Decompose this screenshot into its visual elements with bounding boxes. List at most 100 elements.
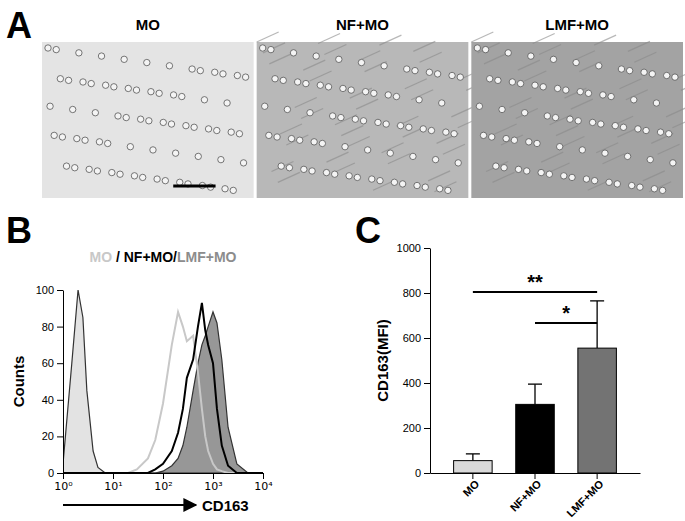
cell <box>528 53 534 59</box>
tick: 20 <box>42 430 63 442</box>
cell <box>585 90 591 96</box>
cell <box>59 134 65 140</box>
fiber <box>681 80 685 90</box>
cell <box>76 50 82 56</box>
tick-mark <box>424 338 430 339</box>
cell <box>546 171 552 177</box>
cell <box>98 53 104 59</box>
cell <box>218 156 224 162</box>
cell <box>117 171 123 177</box>
cell <box>432 156 438 162</box>
fiber <box>533 34 555 44</box>
tick-label: 10² <box>154 480 172 493</box>
cell <box>364 147 370 153</box>
cell <box>666 131 672 137</box>
cell <box>332 171 338 177</box>
cell <box>236 131 242 137</box>
panel-letter: C <box>355 210 381 251</box>
cell <box>561 173 567 179</box>
cell <box>309 168 315 174</box>
axis: 02004006008001000 <box>397 242 431 479</box>
cell <box>92 110 98 116</box>
bar <box>454 461 493 473</box>
error-bar <box>472 454 473 461</box>
cell <box>115 113 121 119</box>
cell <box>501 165 507 171</box>
cell <box>179 93 185 99</box>
fiber <box>594 35 616 45</box>
cell <box>635 126 641 132</box>
cell <box>600 92 606 98</box>
cell <box>45 45 51 51</box>
cell <box>139 174 145 180</box>
fiber <box>278 172 300 182</box>
fiber <box>541 152 563 162</box>
cell <box>342 143 348 149</box>
image-label: NF+MO <box>336 16 389 33</box>
cell <box>422 184 428 190</box>
tick-mark <box>113 473 114 479</box>
fiber <box>280 124 302 134</box>
cell <box>125 85 131 91</box>
image-frame <box>42 42 254 198</box>
subtitle: MO / NF+MO/LMF+MO <box>89 249 236 265</box>
fiber <box>356 99 378 109</box>
cell <box>659 187 665 193</box>
cell <box>589 119 595 125</box>
tick-label: 60 <box>42 357 54 369</box>
cell <box>288 135 294 141</box>
cell <box>150 147 156 153</box>
axis: 10⁰10¹10²10³10⁴ <box>54 473 273 493</box>
fiber <box>295 98 317 108</box>
cell <box>362 88 368 94</box>
fiber <box>643 171 665 181</box>
fiber <box>524 71 546 81</box>
error-cap <box>466 453 480 454</box>
cell <box>626 67 632 73</box>
cell <box>104 140 110 146</box>
cell <box>629 182 635 188</box>
fiber <box>451 107 473 117</box>
tick-mark <box>57 473 63 474</box>
tick: 600 <box>403 332 430 344</box>
error-bar <box>534 384 535 404</box>
cell <box>294 79 300 85</box>
tick: 1000 <box>397 242 430 254</box>
micrograph <box>42 42 254 198</box>
cell <box>573 59 579 65</box>
cell <box>170 92 176 98</box>
cell <box>596 63 602 69</box>
fiber <box>303 60 325 70</box>
cell <box>166 63 172 69</box>
tick-label: 0 <box>415 467 421 479</box>
cell <box>301 166 307 172</box>
cell <box>457 74 463 80</box>
fiber <box>556 126 578 136</box>
cell <box>416 97 422 103</box>
tick: LMF+MO <box>564 473 606 519</box>
tick: 80 <box>42 321 63 333</box>
fiber <box>263 43 285 53</box>
cell <box>569 174 575 180</box>
tick: 400 <box>403 377 430 389</box>
cell <box>375 119 381 125</box>
cell <box>197 67 203 73</box>
cell <box>672 74 678 80</box>
axis-line <box>430 249 431 474</box>
cell <box>434 71 440 77</box>
fiber <box>341 126 363 136</box>
cell <box>393 93 399 99</box>
cell <box>412 67 418 73</box>
cell <box>406 124 412 130</box>
cell <box>369 176 375 182</box>
cell <box>495 77 501 83</box>
histogram-line <box>63 312 263 473</box>
fiber <box>539 44 561 54</box>
cell <box>499 106 505 112</box>
cell <box>637 184 643 190</box>
cell <box>385 92 391 98</box>
cell <box>383 121 389 127</box>
cell <box>360 118 366 124</box>
cell <box>404 66 410 72</box>
micrograph <box>257 32 489 198</box>
